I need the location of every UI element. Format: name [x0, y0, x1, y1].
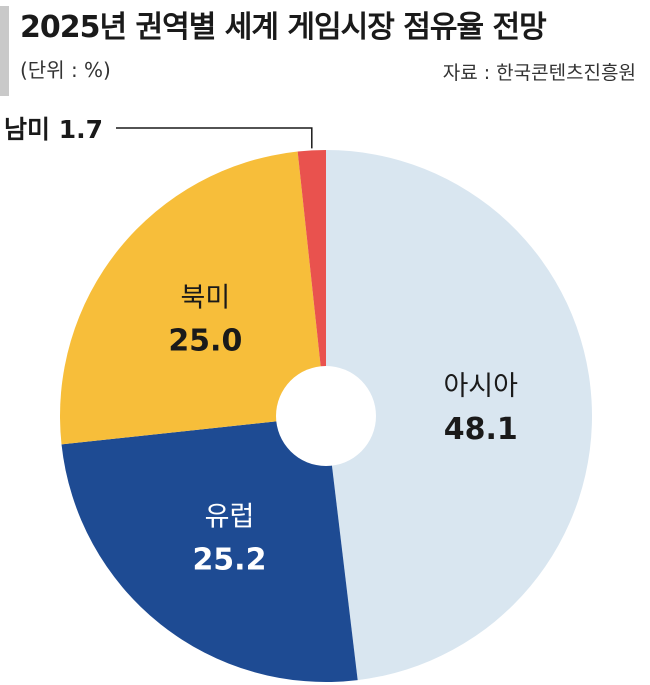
pie-slice-2 [59, 151, 326, 445]
slice-label-2: 북미 [180, 283, 230, 314]
pie-slice-1 [61, 416, 358, 682]
slice-value-0: 48.1 [444, 412, 518, 447]
page-title: 2025년 권역별 세계 게임시장 점유율 전망 [20, 10, 547, 45]
leader-line-3 [116, 127, 313, 149]
title-accent-bar [0, 6, 9, 96]
slice-label-1: 유럽 [205, 501, 255, 532]
source-label: 자료 : 한국콘텐츠진흥원 [442, 62, 636, 84]
donut-hole [276, 366, 376, 466]
pie-labels: 아시아 48.1 유럽 25.2 북미 25.0 남미 1.7 [4, 115, 518, 577]
slice-label-3: 남미 1.7 [4, 115, 103, 144]
slice-value-1: 25.2 [192, 542, 266, 577]
slice-label-0: 아시아 [443, 371, 518, 402]
unit-label: (단위 : %) [20, 58, 111, 82]
slice-value-2: 25.0 [168, 324, 242, 359]
pie-slice-3 [297, 150, 326, 416]
pie-slice-0 [326, 150, 592, 681]
pie-slices [59, 150, 592, 682]
